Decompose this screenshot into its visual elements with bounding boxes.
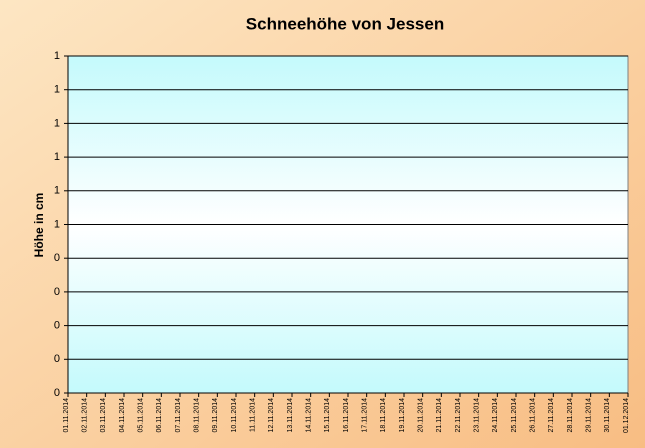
x-tick-label: 26.11.2014 [530,398,537,433]
y-axis-label: Höhe in cm [32,193,46,258]
x-tick-label: 03.11.2014 [100,398,107,433]
y-tick-label: 0 [54,286,60,298]
x-tick-label: 09.11.2014 [212,398,219,433]
x-tick-label: 10.11.2014 [231,398,238,433]
x-tick-label: 29.11.2014 [586,398,593,433]
x-tick-label: 19.11.2014 [399,398,406,433]
x-tick-label: 01.12.2014 [623,398,630,433]
y-tick-label: 1 [54,218,60,230]
x-tick-label: 24.11.2014 [492,398,499,433]
y-tick-label: 1 [54,50,60,62]
x-tick-label: 11.11.2014 [250,398,257,432]
x-tick-label: 15.11.2014 [324,398,331,433]
x-tick-label: 27.11.2014 [548,398,555,433]
x-tick-label: 14.11.2014 [306,398,313,433]
x-tick-label: 13.11.2014 [287,398,294,433]
x-tick-label: 01.11.2014 [63,398,70,433]
x-tick-label: 28.11.2014 [567,398,574,433]
x-tick-label: 30.11.2014 [604,398,611,433]
x-tick-label: 12.11.2014 [268,398,275,433]
y-tick-label: 1 [54,151,60,163]
x-tick-label: 07.11.2014 [175,398,182,433]
y-tick-label: 0 [54,252,60,264]
chart-title: Schneehöhe von Jessen [246,14,444,33]
y-tick-label: 0 [54,387,60,399]
y-tick-label: 1 [54,117,60,129]
y-tick-label: 0 [54,353,60,365]
x-tick-label: 20.11.2014 [418,398,425,433]
x-tick-label: 22.11.2014 [455,398,462,433]
x-tick-label: 21.11.2014 [436,398,443,433]
y-tick-label: 0 [54,320,60,332]
x-tick-label: 06.11.2014 [156,398,163,433]
x-tick-label: 16.11.2014 [343,398,350,433]
x-tick-label: 25.11.2014 [511,398,518,433]
x-tick-label: 08.11.2014 [194,398,201,433]
x-tick-label: 18.11.2014 [380,398,387,433]
x-tick-label: 17.11.2014 [362,398,369,433]
x-tick-label: 23.11.2014 [474,398,481,433]
y-tick-label: 1 [54,185,60,197]
x-tick-label: 05.11.2014 [138,398,145,433]
y-tick-label: 1 [54,84,60,96]
x-tick-label: 04.11.2014 [119,398,126,433]
x-tick-label: 02.11.2014 [82,398,89,433]
